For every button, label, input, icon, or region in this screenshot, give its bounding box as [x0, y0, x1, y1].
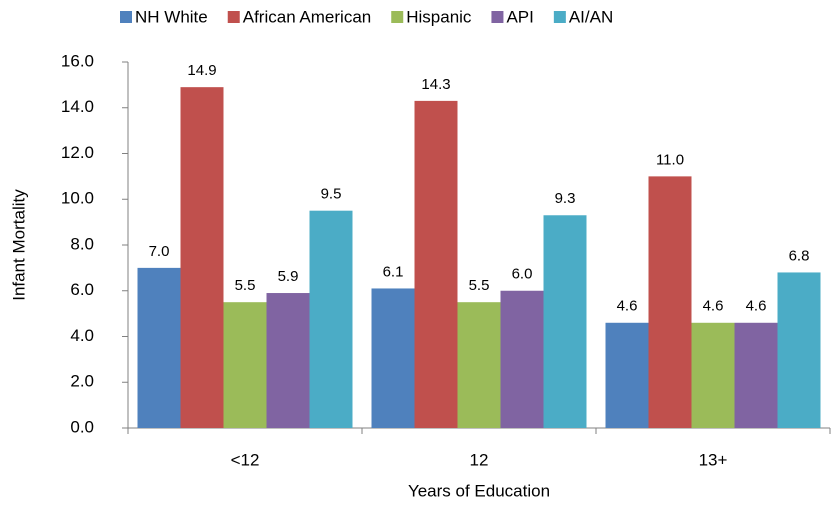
bar	[371, 288, 415, 428]
bar	[691, 322, 735, 428]
value-label: 9.3	[555, 190, 576, 207]
value-label: 14.9	[187, 62, 216, 79]
y-tick-label: 16.0	[61, 51, 94, 70]
y-tick-label: 4.0	[70, 326, 94, 345]
y-tick-label: 10.0	[61, 189, 94, 208]
x-tick-label: <12	[231, 450, 260, 469]
x-tick-label: 12	[470, 450, 489, 469]
bar	[180, 87, 224, 428]
bar	[223, 302, 267, 428]
y-tick-label: 14.0	[61, 97, 94, 116]
y-tick-label: 2.0	[70, 372, 94, 391]
value-label: 11.0	[656, 151, 684, 168]
legend-label: Hispanic	[406, 7, 472, 26]
legend-label: NH White	[135, 7, 208, 26]
bar	[605, 322, 649, 428]
value-label: 5.5	[469, 277, 490, 294]
bar	[414, 100, 458, 428]
bar	[734, 322, 778, 428]
value-label: 5.5	[235, 277, 256, 294]
y-tick-label: 8.0	[70, 234, 94, 253]
bar	[266, 293, 310, 428]
value-label: 7.0	[149, 243, 170, 260]
bar	[500, 290, 544, 428]
value-label: 4.6	[703, 298, 724, 315]
bar	[457, 302, 501, 428]
bar	[137, 267, 181, 428]
value-label: 14.3	[421, 76, 450, 93]
legend-swatch	[391, 11, 404, 23]
legend-label: AI/AN	[569, 7, 613, 26]
y-tick-label: 0.0	[70, 417, 94, 436]
value-label: 6.1	[383, 263, 404, 280]
y-axis-title: Infant Mortality	[9, 189, 28, 301]
legend-label: African American	[243, 7, 372, 26]
value-label: 6.0	[512, 266, 533, 283]
value-label: 6.8	[789, 247, 810, 264]
bar	[777, 272, 821, 428]
x-axis-title: Years of Education	[408, 481, 550, 500]
bar	[543, 215, 587, 428]
value-label: 4.6	[617, 298, 638, 315]
value-label: 9.5	[321, 186, 342, 203]
legend-swatch	[491, 11, 504, 23]
bar	[648, 176, 692, 428]
value-label: 5.9	[278, 268, 299, 285]
legend-swatch	[227, 11, 240, 23]
y-tick-label: 6.0	[70, 280, 94, 299]
x-tick-label: 13+	[699, 450, 728, 469]
y-tick-label: 12.0	[61, 143, 94, 162]
legend-swatch	[553, 11, 566, 23]
legend-swatch	[120, 11, 132, 23]
legend-label: API	[506, 7, 533, 26]
bar	[309, 210, 353, 428]
value-label: 4.6	[746, 298, 767, 315]
